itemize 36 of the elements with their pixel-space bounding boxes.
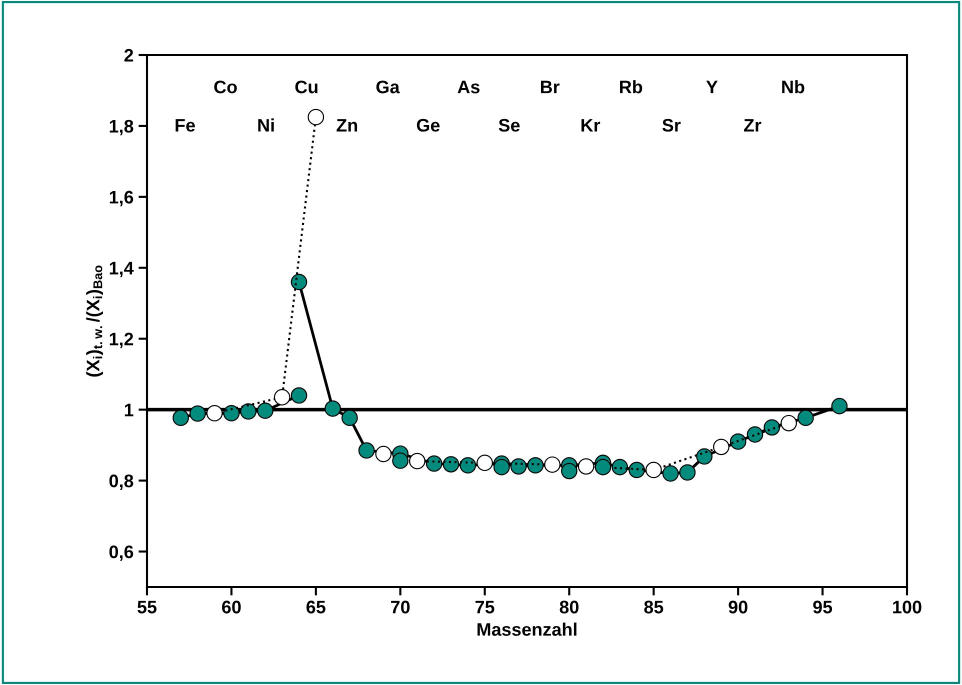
x-axis-title: Massenzahl	[478, 622, 576, 636]
y-tick-label: 1,2	[110, 332, 134, 348]
annotation: Ga	[376, 80, 400, 94]
y-tick-label: 0,8	[109, 474, 134, 490]
annotation: Sr	[662, 118, 681, 132]
y-tick-label: 1	[124, 404, 134, 416]
annotation: Ni	[258, 118, 274, 132]
x-tick-label: 90	[728, 600, 748, 614]
annotation: Zn	[336, 119, 358, 132]
y-tick-label: 1,4	[110, 262, 134, 278]
x-tick-label: 55	[138, 600, 157, 614]
y-tick-label: 1,8	[110, 120, 134, 136]
x-tick-label: 85	[644, 600, 664, 614]
x-tick-label: 60	[222, 600, 241, 614]
annotation: As	[458, 80, 480, 94]
annotation: Nb	[782, 80, 804, 94]
y-axis-title: (X$_{i}$)$_{t.w.}$/(X$_{i}$)$_{Bao}$	[86, 266, 104, 377]
annotation: Fe	[176, 119, 195, 132]
annotation: Co	[214, 80, 237, 94]
y-tick-label: 1,6	[110, 190, 134, 206]
annotation: Y	[706, 80, 718, 94]
annotation: Rb	[620, 80, 642, 94]
x-tick-label: 70	[391, 600, 410, 614]
x-tick-label: 95	[813, 600, 832, 614]
annotation: Ge	[416, 118, 440, 132]
y-tick-label: 0,6	[109, 545, 134, 561]
x-tick-label: 75	[476, 600, 494, 614]
annotation: Br	[540, 80, 560, 94]
annotation: Cu	[295, 80, 318, 94]
annotation: Kr	[582, 119, 600, 132]
annotation: Zr	[744, 119, 762, 132]
x-tick-label: 100	[893, 600, 922, 614]
annotation: Se	[498, 118, 520, 132]
y-tick-label: 2	[124, 48, 134, 62]
x-tick-label: 65	[306, 600, 326, 614]
x-tick-label: 80	[560, 600, 579, 614]
